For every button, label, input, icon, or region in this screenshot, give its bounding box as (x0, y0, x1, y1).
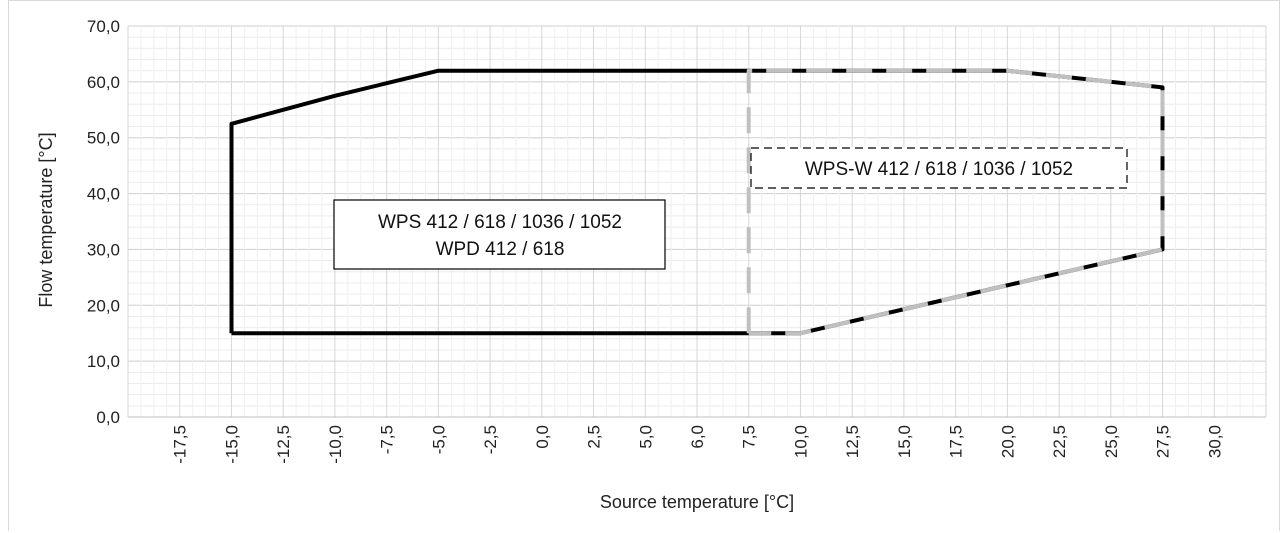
x-tick-label: -7,5 (378, 425, 397, 454)
x-tick-label: -12,5 (274, 425, 293, 464)
x-tick-label: -10,0 (326, 425, 345, 464)
x-tick-label: -15,0 (222, 425, 241, 464)
x-tick-label: -2,5 (481, 425, 500, 454)
annotation-box-wps-w (750, 147, 1128, 189)
series-wps-w-dashed-outline (746, 68, 1165, 336)
x-tick-label: 30,0 (1205, 425, 1224, 458)
x-tick-label: 2,5 (585, 425, 604, 449)
x-tick-label: 15,0 (895, 425, 914, 458)
chart-frame (8, 0, 1280, 531)
annotation-text-wps-w: WPS-W 412 / 618 / 1036 / 1052 (805, 159, 1073, 180)
annotation-text-wps: WPD 412 / 618 (436, 239, 565, 260)
x-tick-label: 22,5 (1050, 425, 1069, 458)
x-tick-label: 0,0 (533, 425, 552, 449)
y-tick-label: 0,0 (96, 408, 120, 427)
x-tick-label: 7,5 (740, 425, 759, 449)
y-axis-title: Flow temperature [°C] (36, 132, 56, 307)
x-tick-label: -5,0 (429, 425, 448, 454)
y-tick-label: 40,0 (87, 185, 120, 204)
x-tick-label: 5,0 (636, 425, 655, 449)
x-tick-label: 10,0 (791, 425, 810, 458)
annotation-box-wps (333, 199, 666, 270)
x-axis-ticks: -17,5 -15,0 -12,5 -10,0 -7,5 -5,0 -2,5 0,0 2,5 5,… (171, 425, 1225, 464)
y-tick-label: 60,0 (87, 73, 120, 92)
x-tick-label: 20,0 (998, 425, 1017, 458)
annotation-text-wps: WPS 412 / 618 / 1036 / 1052 (378, 212, 622, 233)
annotations-layer: WPS 412 / 618 / 1036 / 1052 WPD 412 / 618… (333, 147, 1128, 270)
x-tick-label: -17,5 (171, 425, 190, 464)
x-axis-title: Source temperature [°C] (600, 492, 794, 512)
series-layer (229, 68, 1165, 336)
y-tick-label: 50,0 (87, 129, 120, 148)
y-axis-ticks: 0,0 10,0 20,0 30,0 40,0 50,0 60,0 70,0 (87, 17, 120, 427)
x-tick-label: 17,5 (947, 425, 966, 458)
y-tick-label: 20,0 (87, 296, 120, 315)
x-tick-label: 27,5 (1154, 425, 1173, 458)
grid (127, 25, 1267, 418)
y-tick-label: 10,0 (87, 352, 120, 371)
y-tick-label: 30,0 (87, 240, 120, 259)
x-tick-label: 25,0 (1102, 425, 1121, 458)
x-tick-label: 6,0 (688, 425, 707, 449)
y-tick-label: 70,0 (87, 17, 120, 36)
x-tick-label: 12,5 (843, 425, 862, 458)
